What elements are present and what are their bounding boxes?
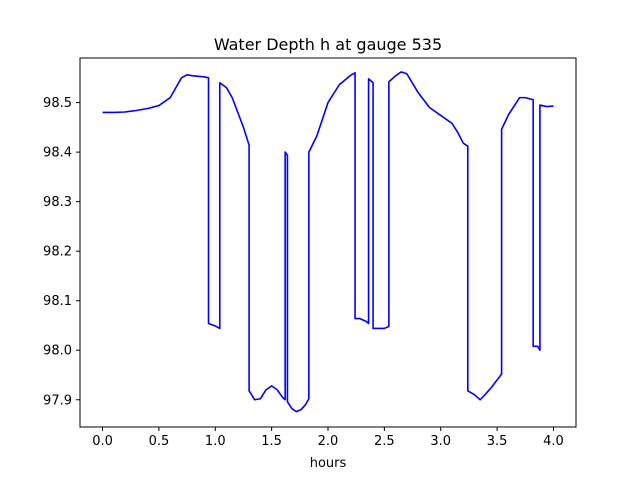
series-layer (102, 71, 554, 413)
y-tick-label: 98.1 (43, 294, 72, 309)
x-tick-label: 2.5 (374, 434, 395, 449)
x-tick-label: 1.0 (205, 434, 226, 449)
x-tick-label: 2.0 (318, 434, 339, 449)
x-tick-label: 0.5 (149, 434, 170, 449)
chart-title: Water Depth h at gauge 535 (214, 35, 442, 54)
y-tick-label: 98.0 (43, 344, 72, 359)
y-tick-label: 98.5 (43, 96, 72, 111)
y-tick-label: 97.9 (43, 393, 72, 408)
x-axis-label: hours (310, 456, 347, 471)
x-tick-label: 1.5 (261, 434, 282, 449)
y-tick-label: 98.4 (43, 146, 72, 161)
y-tick-label: 98.3 (43, 195, 72, 210)
series-line-0 (102, 71, 554, 413)
x-tick-label: 3.5 (487, 434, 508, 449)
x-tick-label: 0.0 (92, 434, 113, 449)
x-tick-label: 4.0 (543, 434, 564, 449)
x-axis: 0.0 0.5 1.0 1.5 2.0 2.5 3.0 3.5 4.0 (92, 427, 564, 449)
y-tick-label: 98.2 (43, 245, 72, 260)
y-axis: 97.9 98.0 98.1 98.2 98.3 98.4 98.5 (43, 96, 80, 408)
x-tick-label: 3.0 (430, 434, 451, 449)
